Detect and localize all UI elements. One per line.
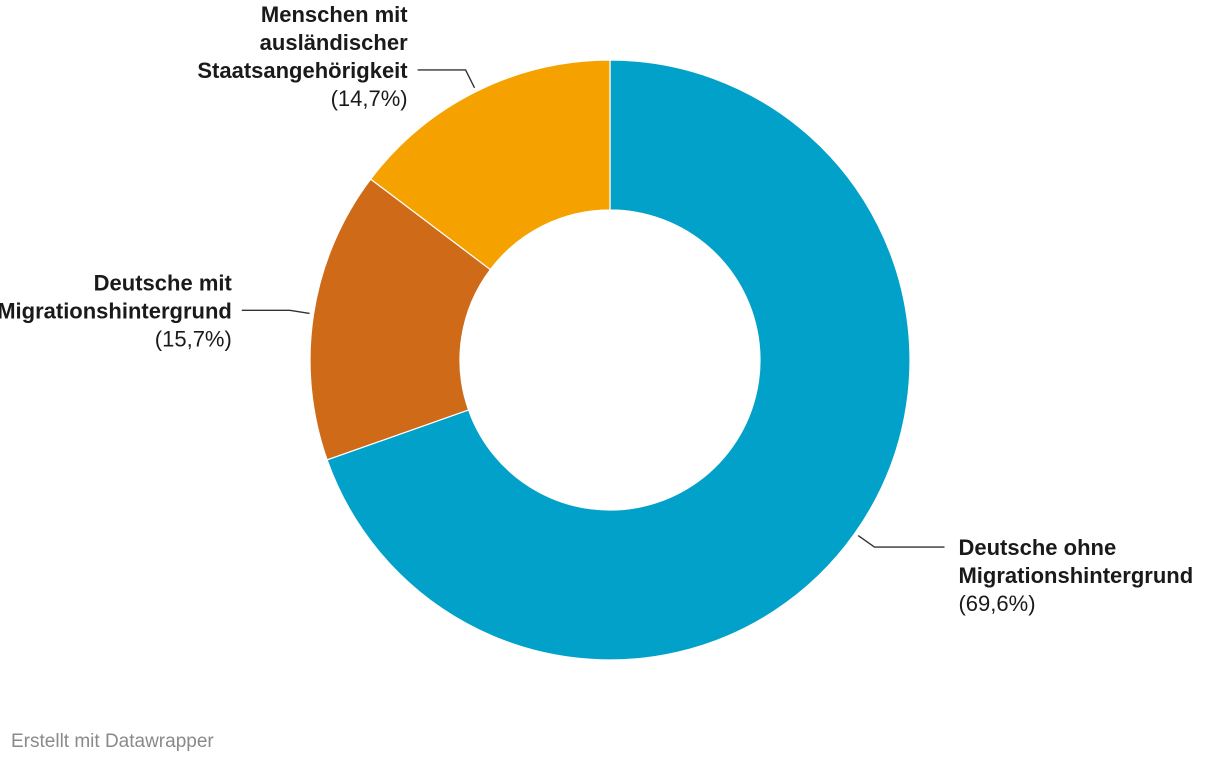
slice-label-name: ausländischer <box>260 30 408 55</box>
slice-label-name: Deutsche ohne <box>958 535 1116 560</box>
slice-label: Deutsche ohne Migrationshintergrund (69,6%… <box>958 535 1193 616</box>
donut-slices <box>309 59 911 661</box>
slice-label-percent: (15,7%) <box>155 326 232 351</box>
slice-label-name: Deutsche mit <box>94 270 233 295</box>
slice-label-name: Staatsangehörigkeit <box>197 58 408 83</box>
leader-line <box>417 69 476 89</box>
slice-label-name: Menschen mit <box>261 2 408 27</box>
slice-label-name: Migrationshintergrund <box>958 563 1193 588</box>
leader-line <box>241 309 310 315</box>
slice-deutsche-ohne-migrationshintergrund <box>326 59 911 661</box>
slice-label: Menschen mit ausländischer Staatsangehörig… <box>197 2 408 111</box>
credit-text: Erstellt mit Datawrapper <box>11 731 214 752</box>
slice-label: Deutsche mit Migrationshintergrund (15,7%) <box>0 270 232 351</box>
slice-label-percent: (69,6%) <box>958 591 1035 616</box>
slice-label-percent: (14,7%) <box>331 86 408 111</box>
slice-labels: Deutsche ohne Migrationshintergrund (69,6%… <box>0 2 1193 616</box>
slice-menschen-mit-auslaendischer-staatsangehoerigkeit <box>369 59 611 271</box>
slice-label-name: Migrationshintergrund <box>0 298 232 323</box>
slice-deutsche-mit-migrationshintergrund <box>309 178 492 461</box>
leader-line <box>857 535 945 548</box>
